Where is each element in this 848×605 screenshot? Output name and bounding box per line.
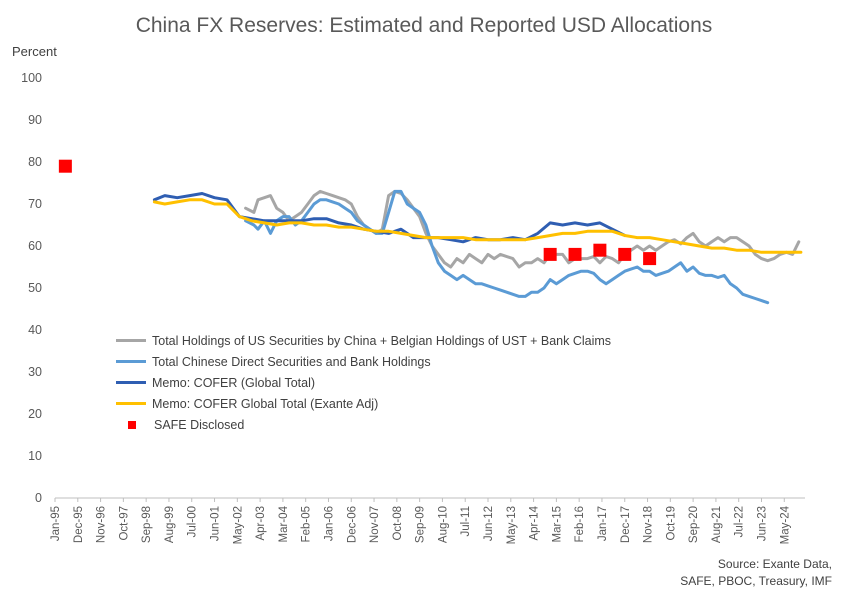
y-tick-label: 0 [35, 491, 42, 505]
x-tick-label: Sep-09 [415, 506, 427, 543]
x-tick-label: Dec-06 [346, 506, 358, 543]
x-tick-label: Jan-95 [50, 506, 62, 541]
x-tick-label: May-24 [779, 505, 791, 544]
x-tick-label: Mar-04 [278, 505, 290, 542]
x-tick-label: Oct-08 [392, 506, 404, 541]
x-tick-label: Oct-97 [118, 506, 130, 541]
series-line [152, 198, 803, 254]
legend-item: Memo: COFER (Global Total) [116, 372, 611, 393]
legend-swatch [128, 420, 136, 429]
y-tick-label: 40 [28, 323, 42, 337]
x-tick-label: Feb-05 [301, 506, 313, 542]
x-tick-label: Aug-10 [437, 506, 449, 543]
y-tick-label: 70 [28, 197, 42, 211]
legend-item: Total Chinese Direct Securities and Bank… [116, 351, 611, 372]
x-tick-label: Sep-20 [688, 506, 700, 543]
x-tick-label: Jan-17 [597, 506, 609, 541]
y-tick-label: 10 [28, 449, 42, 463]
data-point [543, 247, 557, 261]
legend-swatch [116, 402, 146, 405]
legend-label: Memo: COFER (Global Total) [152, 375, 316, 390]
y-axis-label: Percent [12, 44, 57, 59]
source-line: SAFE, PBOC, Treasury, IMF [680, 574, 832, 588]
x-tick-label: May-02 [232, 506, 244, 544]
x-tick-label: Nov-96 [96, 506, 108, 543]
legend-swatch [116, 339, 146, 342]
legend-label: Total Holdings of US Securities by China… [152, 333, 612, 348]
x-tick-label: Jun-23 [756, 506, 768, 541]
y-tick-label: 90 [28, 113, 42, 127]
x-tick-label: Jul-00 [187, 506, 199, 537]
data-point [58, 159, 72, 173]
x-tick-label: Jan-06 [323, 506, 335, 541]
legend: Total Holdings of US Securities by China… [116, 330, 611, 435]
x-tick-label: May-13 [506, 506, 518, 544]
x-tick-label: Sep-98 [141, 506, 153, 543]
legend-swatch [116, 381, 146, 384]
y-tick-label: 30 [28, 365, 42, 379]
legend-item: SAFE Disclosed [116, 414, 611, 435]
x-tick-label: Aug-99 [164, 506, 176, 543]
series-line [244, 189, 770, 305]
y-tick-label: 20 [28, 407, 42, 421]
x-tick-label: Apr-14 [529, 505, 541, 540]
legend-item: Total Holdings of US Securities by China… [116, 330, 611, 351]
x-tick-label: Jul-11 [460, 506, 472, 536]
x-tick-label: Feb-16 [574, 506, 586, 542]
data-point [568, 247, 582, 261]
x-tick-label: Jun-12 [483, 506, 495, 541]
x-tick-label: Jun-01 [210, 506, 222, 541]
legend-label: SAFE Disclosed [154, 417, 245, 432]
x-tick-label: Mar-15 [551, 506, 563, 542]
y-tick-label: 60 [28, 239, 42, 253]
series-line [152, 192, 627, 244]
x-tick-label: Dec-95 [73, 506, 85, 543]
x-tick-label: Aug-21 [711, 506, 723, 543]
x-tick-label: Oct-19 [665, 506, 677, 541]
legend-item: Memo: COFER Global Total (Exante Adj) [116, 393, 611, 414]
data-point [643, 252, 657, 266]
data-point [593, 243, 607, 257]
legend-swatch [116, 360, 146, 363]
y-tick-label: 100 [21, 71, 42, 85]
series-line [244, 189, 801, 269]
legend-label: Total Chinese Direct Securities and Bank… [152, 354, 431, 369]
y-tick-label: 80 [28, 155, 42, 169]
legend-label: Memo: COFER Global Total (Exante Adj) [152, 396, 379, 411]
x-tick-label: Nov-07 [369, 506, 381, 543]
source-note: Source: Exante Data, SAFE, PBOC, Treasur… [680, 556, 832, 590]
x-tick-label: Apr-03 [255, 506, 267, 541]
x-tick-label: Nov-18 [643, 506, 655, 543]
chart-title: China FX Reserves: Estimated and Reporte… [135, 14, 713, 37]
x-tick-label: Jul-22 [734, 506, 746, 537]
y-tick-label: 50 [28, 281, 42, 295]
data-point [618, 247, 632, 261]
source-line: Source: Exante Data, [717, 557, 832, 571]
x-tick-label: Dec-17 [620, 506, 632, 543]
